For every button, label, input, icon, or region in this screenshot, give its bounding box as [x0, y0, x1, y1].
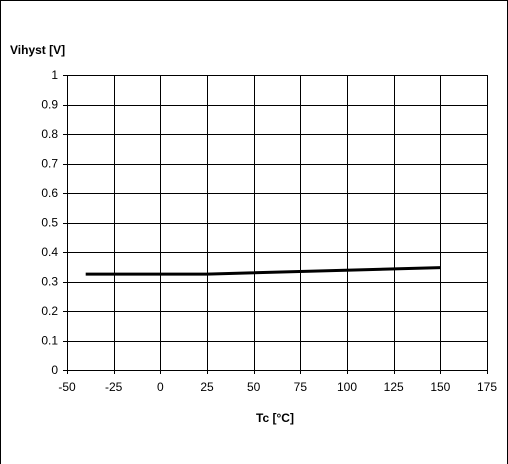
x-tick-label: 125	[384, 380, 404, 394]
series-layer	[85, 266, 441, 276]
x-tick-label: 50	[247, 380, 261, 394]
y-tick-label: 0.5	[41, 216, 58, 230]
y-tick-label: 0.6	[41, 186, 58, 200]
x-tick-label: 0	[157, 380, 164, 394]
x-tick-label: -25	[105, 380, 123, 394]
y-tick-label: 0.2	[41, 304, 58, 318]
x-tick-label: 150	[430, 380, 450, 394]
y-axis-title: Vihyst [V]	[10, 43, 65, 57]
x-axis-ticks: -50 -25 0 25 50 75 100 125 150 175	[58, 370, 497, 394]
x-tick-label: 75	[294, 380, 308, 394]
x-tick-label: 25	[200, 380, 214, 394]
y-tick-label: 0.4	[41, 245, 58, 259]
x-tick-label: 100	[337, 380, 357, 394]
y-tick-label: 0.7	[41, 157, 58, 171]
grid	[67, 75, 488, 370]
x-tick-label: -50	[58, 380, 76, 394]
x-axis-title: Tc [°C]	[256, 411, 294, 425]
y-tick-label: 0.3	[41, 275, 58, 289]
x-tick-label: 175	[477, 380, 497, 394]
series-line	[85, 266, 441, 276]
y-tick-label: 0	[51, 363, 58, 377]
y-tick-label: 0.9	[41, 98, 58, 112]
plot-area	[67, 75, 487, 371]
y-tick-label: 1	[51, 68, 58, 82]
y-tick-label: 0.8	[41, 127, 58, 141]
y-tick-label: 0.1	[41, 334, 58, 348]
y-axis-ticks: 0 0.1 0.2 0.3 0.4 0.5 0.6 0.7 0.8 0.9 1	[41, 68, 67, 377]
